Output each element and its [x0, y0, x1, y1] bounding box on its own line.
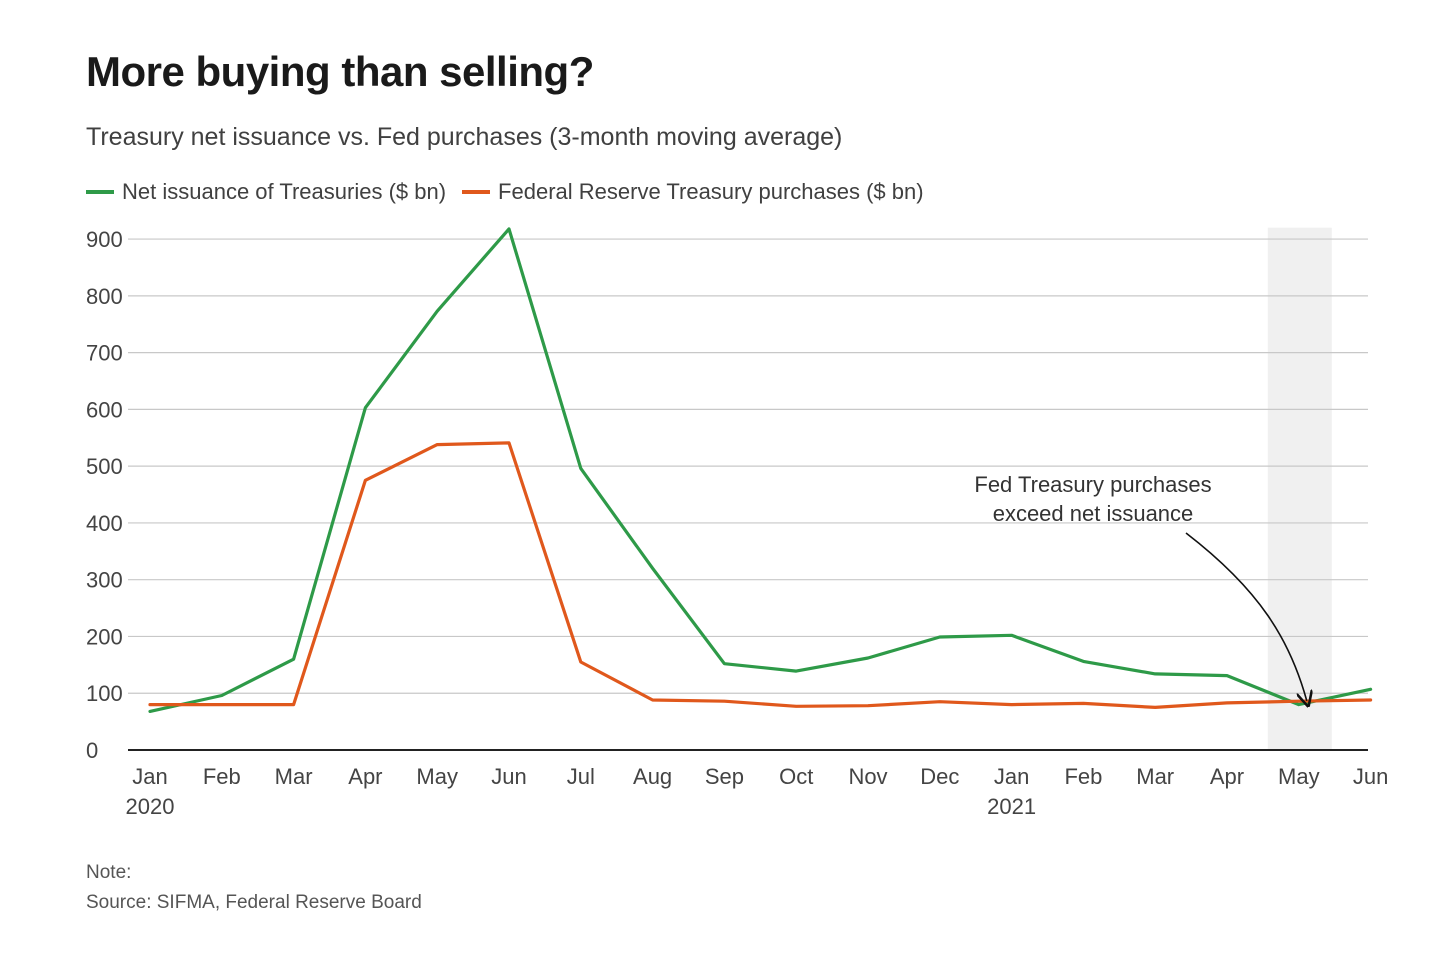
y-tick-label: 700: [86, 341, 123, 366]
highlight-band: [1267, 227, 1332, 750]
legend-label-fed-purchases: Federal Reserve Treasury purchases ($ bn…: [498, 179, 924, 204]
x-tick-label: Apr: [1210, 764, 1244, 789]
x-tick-label: Apr: [348, 764, 382, 789]
x-tick-label: May: [1278, 764, 1320, 789]
x-tick-label: Jan: [132, 764, 167, 789]
x-year-label: 2021: [987, 794, 1036, 819]
x-tick-label: Feb: [1064, 764, 1102, 789]
y-tick-label: 900: [86, 227, 123, 252]
y-tick-label: 500: [86, 454, 123, 479]
y-tick-label: 800: [86, 284, 123, 309]
annotation-text: exceed net issuance: [993, 501, 1194, 526]
x-tick-label: Mar: [1136, 764, 1174, 789]
x-tick-label: Sep: [705, 764, 744, 789]
legend-swatch-fed-purchases: [462, 190, 491, 194]
y-tick-label: 300: [86, 568, 123, 593]
x-tick-label: Dec: [920, 764, 959, 789]
x-tick-label: Jul: [567, 764, 595, 789]
x-tick-label: Nov: [848, 764, 887, 789]
x-tick-label: Oct: [779, 764, 813, 789]
chart-legend: Net issuance of Treasuries ($ bn) Federa…: [86, 179, 940, 205]
annotation-arrow: [1185, 532, 1307, 701]
x-tick-label: May: [416, 764, 458, 789]
chart-title: More buying than selling?: [86, 48, 594, 95]
annotation-text: Fed Treasury purchases: [974, 472, 1211, 497]
series-line-fed-purchases: [148, 441, 1373, 710]
x-tick-label: Feb: [203, 764, 241, 789]
chart-note: Note:: [86, 862, 132, 883]
chart-subtitle: Treasury net issuance vs. Fed purchases …: [86, 123, 843, 151]
y-tick-label: 100: [86, 681, 123, 706]
x-tick-label: Jun: [491, 764, 526, 789]
x-tick-label: Mar: [275, 764, 313, 789]
legend-item-net-issuance: Net issuance of Treasuries ($ bn): [86, 179, 446, 205]
y-tick-label: 400: [86, 511, 123, 536]
legend-label-net-issuance: Net issuance of Treasuries ($ bn): [122, 179, 447, 204]
y-tick-label: 600: [86, 397, 123, 422]
y-tick-label: 200: [86, 624, 123, 649]
legend-swatch-net-issuance: [86, 190, 114, 194]
chart-source: Source: SIFMA, Federal Reserve Board: [86, 892, 422, 913]
y-tick-label: 0: [86, 738, 98, 763]
x-tick-label: Jun: [1353, 764, 1388, 789]
x-tick-label: Jan: [994, 764, 1029, 789]
legend-item-fed-purchases: Federal Reserve Treasury purchases ($ bn…: [462, 179, 924, 205]
x-year-label: 2020: [126, 794, 175, 819]
x-tick-label: Aug: [633, 764, 672, 789]
series-line-net-issuance: [148, 227, 1373, 714]
